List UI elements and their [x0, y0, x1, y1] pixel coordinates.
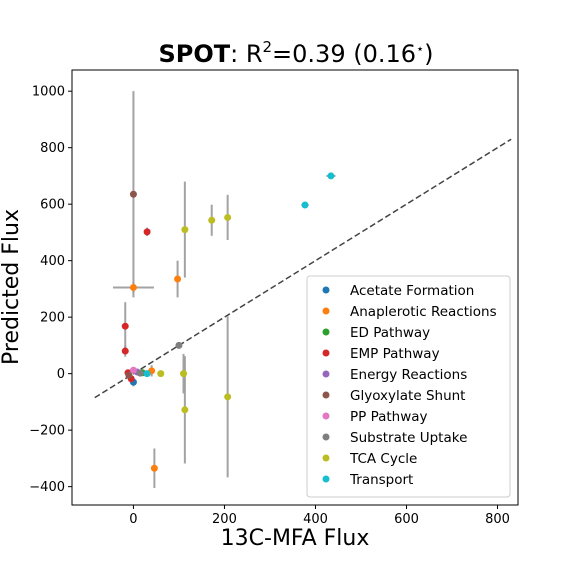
legend-label: ED Pathway: [350, 325, 430, 341]
data-point: [181, 226, 189, 234]
identity-line: [94, 138, 512, 399]
chart-title-r: : R: [230, 40, 262, 68]
chart-title-sup: 2: [263, 38, 273, 56]
x-tick-label: 400: [303, 512, 328, 527]
data-point: [157, 370, 165, 378]
legend-label: Glyoxylate Shunt: [350, 388, 465, 404]
data-point: [143, 370, 151, 378]
legend-label: Substrate Uptake: [350, 430, 467, 446]
y-tick-label: 200: [40, 311, 65, 326]
y-tick-label: 400: [40, 254, 65, 269]
data-point: [174, 275, 182, 283]
data-point: [129, 284, 137, 291]
y-tick-label: 600: [40, 198, 65, 213]
legend-marker: [322, 454, 330, 462]
y-tick-label: 800: [40, 141, 65, 156]
legend-marker: [322, 433, 330, 441]
data-point: [129, 366, 137, 374]
legend-marker: [322, 328, 330, 336]
data-point: [125, 371, 133, 379]
y-tick-label: −200: [29, 424, 65, 439]
data-point: [129, 190, 137, 198]
legend-marker: [322, 349, 330, 357]
data-point: [224, 393, 232, 401]
axes-frame: [71, 69, 519, 506]
legend: Acetate Formation Anaplerotic Reactions ED…: [306, 275, 511, 498]
data-point: [301, 201, 309, 209]
data-point: [175, 341, 183, 349]
legend-label: PP Pathway: [350, 409, 428, 425]
data-point: [180, 370, 187, 378]
x-tick-label: 0: [129, 512, 137, 527]
x-tick-label: 600: [394, 512, 419, 527]
x-tick-label: 800: [485, 512, 510, 527]
chart-title-star: ⋆: [416, 42, 424, 57]
y-tick-label: −400: [29, 480, 65, 495]
y-tick-label: 0: [57, 367, 65, 382]
data-point: [224, 213, 232, 221]
chart-title-bold: SPOT: [158, 40, 230, 68]
data-point: [121, 347, 129, 355]
chart-title: SPOT: R2=0.39 (0.16⋆): [158, 38, 433, 68]
data-point: [143, 228, 151, 236]
x-axis-label: 13C-MFA Flux: [221, 526, 370, 551]
chart-title-value: =0.39 (0.16: [272, 40, 416, 68]
y-axis-label: Predicted Flux: [0, 209, 24, 365]
data-point: [327, 172, 335, 180]
legend-marker: [322, 307, 330, 315]
data-point: [150, 464, 158, 472]
plot-content: [94, 91, 512, 489]
data-point: [136, 369, 144, 377]
legend-label: EMP Pathway: [350, 346, 440, 362]
legend-marker: [322, 286, 330, 294]
data-point: [208, 216, 216, 224]
y-tick-label: 1000: [32, 85, 65, 100]
data-point: [181, 406, 189, 414]
legend-label: Acetate Formation: [350, 283, 474, 299]
legend-marker: [322, 370, 330, 378]
legend-label: Transport: [349, 472, 413, 488]
legend-box: [306, 275, 511, 498]
legend-label: Anaplerotic Reactions: [350, 304, 497, 320]
legend-marker: [322, 475, 330, 483]
x-tick-label: 200: [212, 512, 237, 527]
legend-marker: [322, 412, 330, 420]
legend-label: Energy Reactions: [350, 367, 467, 383]
legend-marker: [322, 391, 330, 399]
data-point: [121, 322, 129, 330]
plot-area: 0 200 400 600 800 −400 −200 0 200 400 600 800 1000 Ac…: [29, 69, 519, 527]
legend-label: TCA Cycle: [349, 451, 417, 467]
chart-title-close: ): [424, 40, 433, 68]
